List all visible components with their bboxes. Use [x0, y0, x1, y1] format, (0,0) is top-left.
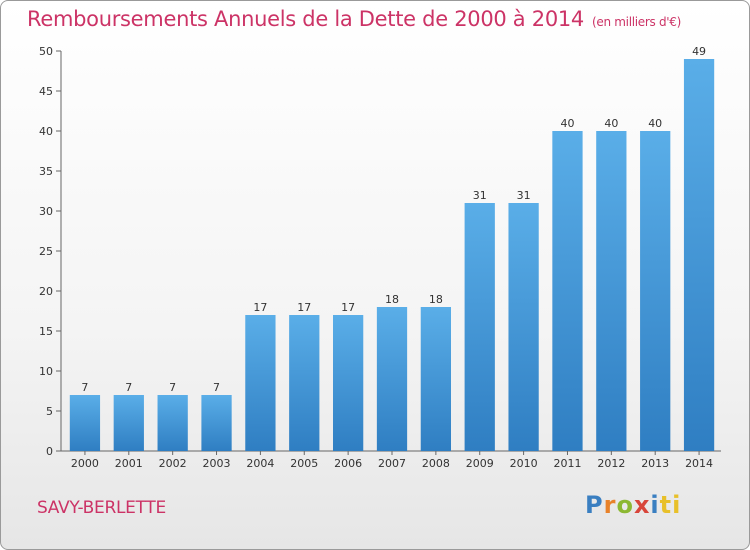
y-tick-label: 20: [39, 285, 53, 298]
x-tick-label: 2006: [334, 457, 362, 470]
bar: [201, 395, 232, 451]
x-tick-label: 2014: [685, 457, 713, 470]
bar-value-label: 7: [125, 381, 132, 394]
bar: [332, 315, 364, 451]
logo-letter: ti: [659, 491, 682, 519]
x-tick-label: 2001: [115, 457, 143, 470]
chart-subtitle: (en milliers d'€): [592, 15, 682, 29]
bar-value-label: 7: [169, 381, 176, 394]
logo-letter: i: [650, 491, 660, 519]
x-tick-label: 2010: [510, 457, 538, 470]
bar-value-label: 40: [648, 117, 662, 130]
bar-value-label: 40: [604, 117, 618, 130]
bar-value-label: 31: [473, 189, 487, 202]
logo-letter: o: [616, 491, 634, 519]
y-tick-label: 25: [39, 245, 53, 258]
x-tick-label: 2000: [71, 457, 99, 470]
y-tick-label: 10: [39, 365, 53, 378]
y-tick-label: 45: [39, 85, 53, 98]
bar: [69, 395, 101, 451]
bar: [157, 395, 188, 451]
x-tick-label: 2011: [553, 457, 581, 470]
x-tick-label: 2007: [378, 457, 406, 470]
bar-value-label: 49: [692, 45, 706, 58]
chart-title: Remboursements Annuels de la Dette de 20…: [27, 7, 681, 31]
bar: [683, 59, 715, 451]
bar-value-label: 31: [517, 189, 531, 202]
bar: [640, 131, 671, 451]
bar-value-label: 7: [81, 381, 88, 394]
x-tick-label: 2003: [203, 457, 231, 470]
y-tick-label: 0: [46, 445, 53, 458]
bar: [464, 203, 495, 451]
y-tick-label: 50: [39, 45, 53, 58]
bar: [596, 131, 627, 451]
chart-title-text: Remboursements Annuels de la Dette de 20…: [27, 7, 584, 31]
bar-value-label: 18: [385, 293, 399, 306]
y-tick-label: 5: [46, 405, 53, 418]
proxiti-logo: Proxiti: [585, 491, 681, 519]
x-tick-label: 2012: [597, 457, 625, 470]
x-tick-label: 2004: [246, 457, 274, 470]
bar: [508, 203, 539, 451]
y-tick-label: 15: [39, 325, 53, 338]
logo-letter: x: [633, 491, 651, 519]
bar: [289, 315, 320, 451]
x-tick-label: 2005: [290, 457, 318, 470]
bar: [376, 307, 408, 451]
logo-letter: P: [585, 491, 604, 519]
bar-value-label: 7: [213, 381, 220, 394]
y-tick-label: 30: [39, 205, 53, 218]
bar: [552, 131, 583, 451]
x-tick-label: 2002: [159, 457, 187, 470]
x-tick-label: 2013: [641, 457, 669, 470]
y-tick-label: 35: [39, 165, 53, 178]
bar-value-label: 17: [341, 301, 355, 314]
bar-value-label: 17: [297, 301, 311, 314]
x-tick-label: 2008: [422, 457, 450, 470]
bar-value-label: 17: [253, 301, 267, 314]
bar: [245, 315, 276, 451]
bar-value-label: 40: [560, 117, 574, 130]
commune-name: SAVY-BERLETTE: [37, 498, 166, 518]
x-tick-label: 2009: [466, 457, 494, 470]
bar: [113, 395, 144, 451]
y-tick-label: 40: [39, 125, 53, 138]
logo-letter: r: [603, 491, 617, 519]
bar: [420, 307, 452, 451]
bar-value-label: 18: [429, 293, 443, 306]
